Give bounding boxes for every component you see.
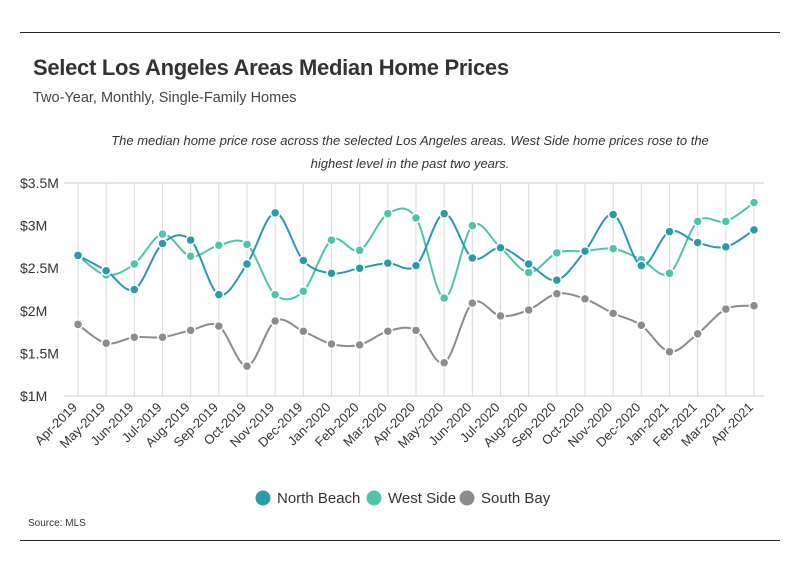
data-point-south-bay xyxy=(354,339,365,351)
y-tick-label: $2M xyxy=(20,303,47,319)
legend-label-north-beach: North Beach xyxy=(277,490,360,507)
chart-annotation: The median home price rose across the se… xyxy=(111,133,709,171)
data-point-south-bay xyxy=(692,328,703,340)
data-point-north-beach xyxy=(241,258,253,270)
data-point-west-side xyxy=(523,267,534,278)
data-point-west-side xyxy=(213,239,225,251)
y-tick-label: $1M xyxy=(20,388,47,404)
data-point-south-bay xyxy=(129,331,140,343)
data-point-south-bay xyxy=(438,357,450,369)
data-point-north-beach xyxy=(636,260,647,271)
data-point-south-bay xyxy=(495,310,506,322)
data-point-south-bay xyxy=(523,304,534,316)
data-point-north-beach xyxy=(354,262,365,274)
data-point-south-bay xyxy=(241,360,253,372)
data-point-west-side xyxy=(185,251,196,262)
data-point-west-side xyxy=(664,268,675,279)
data-point-north-beach xyxy=(382,257,394,269)
data-point-west-side xyxy=(157,228,168,240)
data-point-west-side xyxy=(438,292,450,304)
data-point-north-beach xyxy=(269,207,281,219)
y-tick-label: $2.5M xyxy=(20,260,59,276)
data-point-north-beach xyxy=(607,209,619,220)
bottom-rule xyxy=(20,540,780,541)
data-point-south-bay xyxy=(298,325,309,337)
data-point-south-bay xyxy=(100,337,112,349)
data-point-south-bay xyxy=(72,319,84,330)
data-point-north-beach xyxy=(579,245,591,257)
data-point-north-beach xyxy=(100,265,112,277)
data-point-north-beach xyxy=(213,289,225,300)
data-point-south-bay xyxy=(410,325,422,336)
legend-marker-west-side xyxy=(366,490,382,506)
data-point-north-beach xyxy=(692,237,703,248)
y-tick-label: $3.5M xyxy=(20,175,59,191)
legend-label-south-bay: South Bay xyxy=(481,490,551,507)
y-tick-label: $3M xyxy=(20,218,47,234)
data-point-south-bay xyxy=(748,300,760,311)
chart-title: Select Los Angeles Areas Median Home Pri… xyxy=(33,55,509,80)
data-point-north-beach xyxy=(748,224,760,236)
data-point-north-beach xyxy=(157,238,168,249)
data-point-south-bay xyxy=(607,308,619,319)
data-point-south-bay xyxy=(269,315,281,327)
data-point-north-beach xyxy=(298,255,309,266)
data-point-north-beach xyxy=(720,241,732,253)
data-point-south-bay xyxy=(467,297,478,309)
data-point-north-beach xyxy=(523,258,534,270)
data-point-south-bay xyxy=(720,303,732,315)
data-point-north-beach xyxy=(664,226,675,237)
chart-subtitle: Two-Year, Monthly, Single-Family Homes xyxy=(33,90,297,106)
data-point-west-side xyxy=(692,216,703,227)
legend-marker-north-beach xyxy=(255,490,271,506)
data-point-south-bay xyxy=(157,331,168,343)
data-point-south-bay xyxy=(579,293,591,305)
data-point-south-bay xyxy=(326,338,337,350)
legend-label-west-side: West Side xyxy=(388,490,456,507)
data-point-west-side xyxy=(410,212,422,224)
data-point-west-side xyxy=(382,208,394,219)
data-point-north-beach xyxy=(72,250,84,261)
data-point-west-side xyxy=(607,243,619,254)
data-point-south-bay xyxy=(382,325,394,337)
data-point-west-side xyxy=(354,245,365,256)
data-point-south-bay xyxy=(185,325,196,336)
data-point-south-bay xyxy=(664,346,675,357)
data-point-west-side xyxy=(467,220,478,231)
data-point-west-side xyxy=(241,239,253,250)
data-point-south-bay xyxy=(636,320,647,331)
data-point-north-beach xyxy=(129,284,140,295)
data-point-north-beach xyxy=(185,234,196,246)
y-tick-label: $1.5M xyxy=(20,345,59,361)
data-point-west-side xyxy=(551,247,563,259)
data-point-south-bay xyxy=(551,288,563,300)
data-point-west-side xyxy=(298,285,309,297)
data-point-north-beach xyxy=(438,208,450,219)
data-point-north-beach xyxy=(467,252,478,264)
data-point-west-side xyxy=(720,216,732,227)
data-point-west-side xyxy=(129,258,140,270)
source-note: Source: MLS xyxy=(28,518,86,529)
data-point-west-side xyxy=(748,197,760,208)
data-point-north-beach xyxy=(410,260,422,271)
data-point-west-side xyxy=(269,289,281,300)
data-point-west-side xyxy=(326,234,337,246)
legend-marker-south-bay xyxy=(459,490,475,506)
top-rule xyxy=(20,32,780,33)
data-point-north-beach xyxy=(495,242,506,254)
data-point-south-bay xyxy=(213,320,225,332)
data-point-north-beach xyxy=(326,268,337,279)
data-point-north-beach xyxy=(551,274,563,286)
